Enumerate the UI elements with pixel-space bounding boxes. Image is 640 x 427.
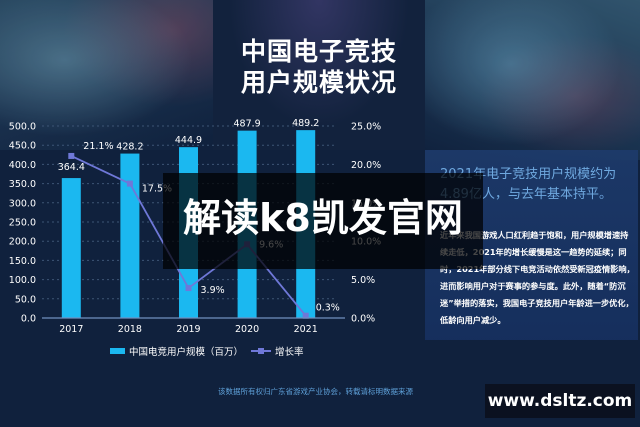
overlay-banner: [163, 173, 483, 269]
background-image-left: [0, 0, 215, 150]
legend-label-growth: 增长率: [275, 347, 304, 358]
left-axis-tick: 300.0: [9, 198, 36, 209]
right-axis-tick: 25.0%: [351, 122, 381, 133]
left-axis-tick: 450.0: [9, 141, 36, 152]
left-axis-tick: 500.0: [9, 122, 36, 133]
bar-swatch-icon: [110, 348, 125, 354]
growth-point[interactable]: [302, 312, 309, 319]
line-swatch-icon: [251, 348, 272, 354]
title-line-2: 用户规模状况: [240, 68, 397, 97]
source-note: 该数据所有权归广东省游戏产业协会，转载请标明数据来源: [218, 387, 413, 396]
overlay-banner-text: 解读k8凯发官网: [183, 196, 463, 240]
left-axis-tick: 0.0: [21, 314, 36, 325]
bar-value-label: 444.9: [175, 135, 202, 146]
left-axis-tick: 400.0: [9, 160, 36, 171]
left-axis-tick: 100.0: [9, 275, 36, 286]
growth-point[interactable]: [68, 152, 75, 159]
bar-2018[interactable]: [120, 153, 140, 318]
growth-point[interactable]: [185, 285, 192, 292]
x-axis-tick: 2020: [235, 324, 259, 335]
legend-item-growth[interactable]: 增长率: [251, 344, 304, 358]
bar-value-label: 489.2: [292, 118, 319, 129]
background-image-center: [213, 0, 425, 150]
bar-value-label: 487.9: [233, 119, 260, 130]
title-line-1: 中国电子竞技: [240, 37, 397, 66]
legend-item-users[interactable]: 中国电竞用户规模（百万）: [110, 344, 243, 358]
left-axis-tick: 200.0: [9, 237, 36, 248]
right-axis-tick: 5.0%: [351, 275, 375, 286]
background-image-right: [425, 0, 640, 160]
info-body: 近年来我国游戏人口红利趋于饱和，用户规模增速持续走低，2021年的增长缓慢是这一…: [440, 230, 635, 325]
page-title: 中国电子竞技 用户规模状况: [213, 36, 425, 98]
left-axis-tick: 50.0: [15, 294, 36, 305]
left-axis-tick: 250.0: [9, 218, 36, 229]
bar-value-label: 428.2: [116, 142, 143, 153]
growth-value-label: 0.3%: [316, 303, 340, 314]
legend-label-users: 中国电竞用户规模（百万）: [129, 347, 244, 358]
x-axis-tick: 2019: [176, 324, 200, 335]
bar-value-label: 364.4: [58, 162, 85, 173]
x-axis-tick: 2018: [118, 324, 142, 335]
growth-value-label: 21.1%: [83, 141, 113, 152]
growth-point[interactable]: [126, 180, 133, 187]
right-axis-tick: 0.0%: [351, 314, 375, 325]
chart: 364.4 428.2 444.9 487.9 489.2 21.1% 17.5% 3.9%…: [9, 118, 381, 336]
left-axis-tick: 350.0: [9, 179, 36, 190]
growth-value-label: 17.5%: [142, 184, 172, 195]
chart-legend: 中国电竞用户规模（百万） 增长率: [110, 344, 304, 358]
chart-axes: 0.0 50.0 100.0 150.0 200.0 250.0 300.0 350.0 400…: [9, 122, 381, 336]
left-axis-tick: 150.0: [9, 256, 36, 267]
watermark: www.dsltz.com: [485, 384, 635, 418]
growth-value-label: 3.9%: [201, 285, 225, 296]
x-axis-tick: 2017: [59, 324, 83, 335]
bar-2017[interactable]: [61, 178, 81, 318]
x-axis-tick: 2021: [294, 324, 318, 335]
right-axis-tick: 20.0%: [351, 160, 381, 171]
